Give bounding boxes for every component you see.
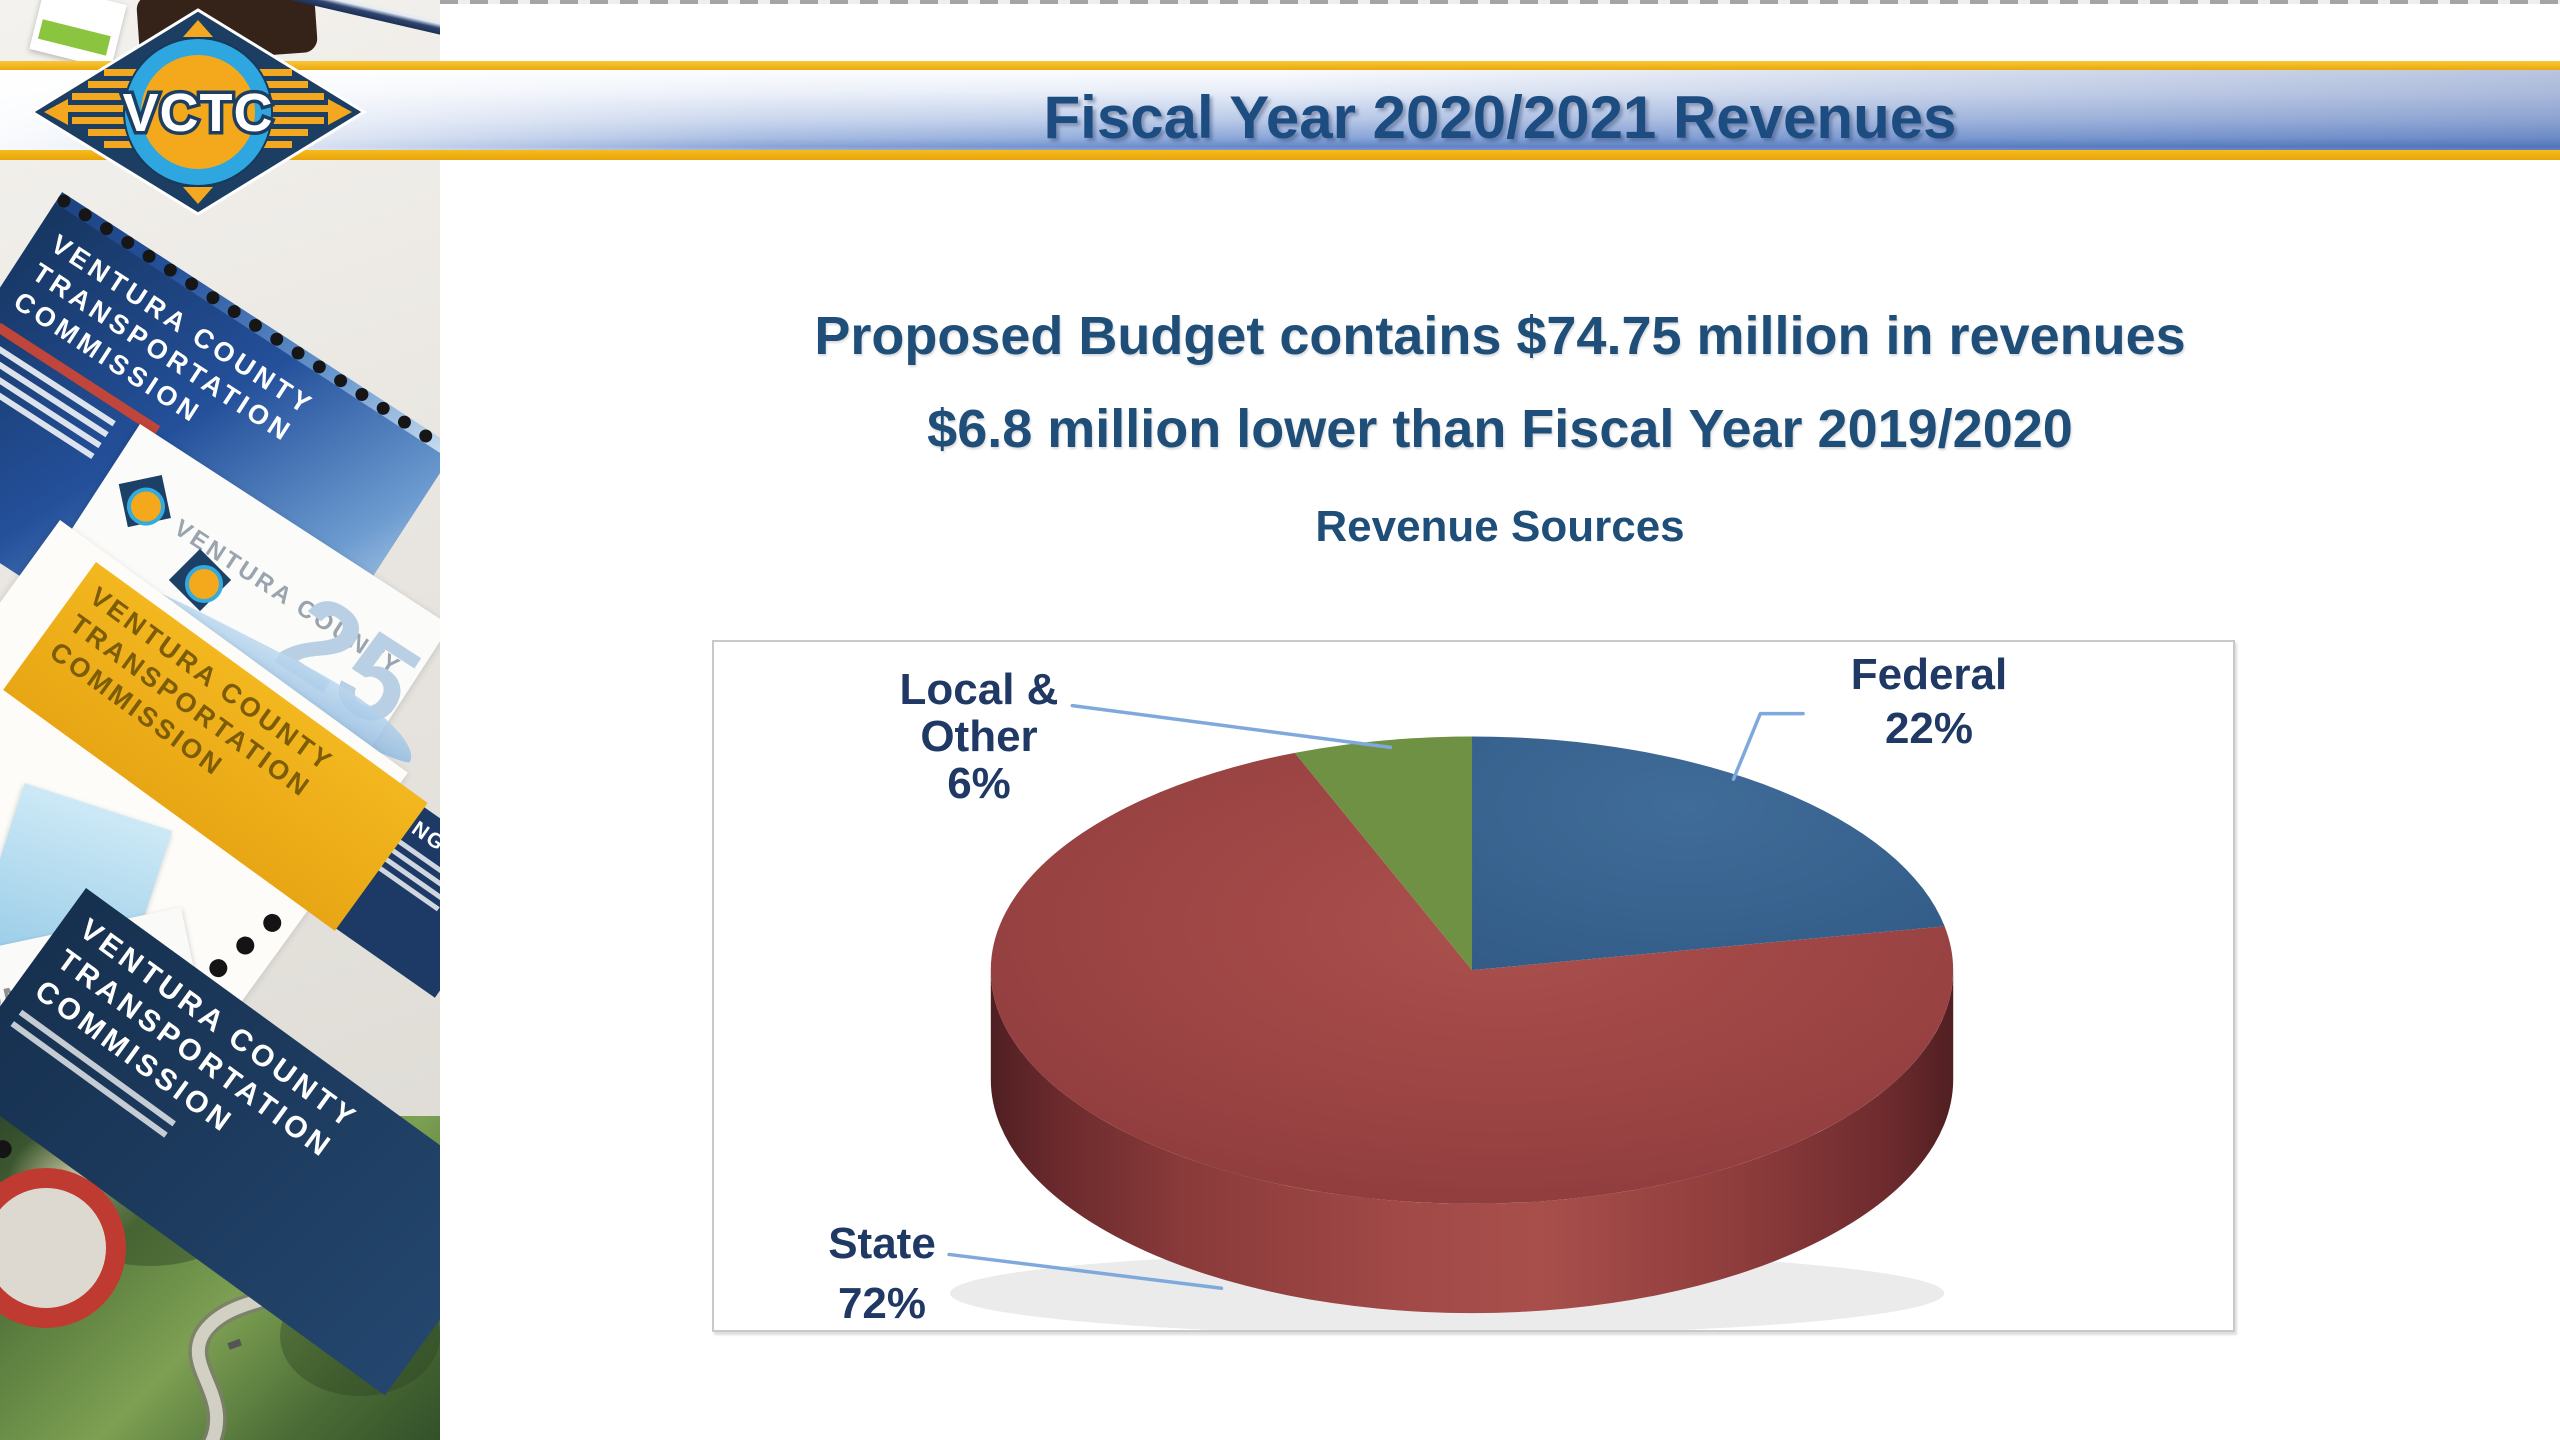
pie-slice-state — [990, 752, 1954, 1204]
vctc-logo-icon: VCTC — [26, 6, 370, 218]
pie-slice-local-other — [1294, 736, 1473, 971]
pie-rim-state — [990, 970, 1954, 1314]
header-yellow-rule-bottom — [0, 150, 2560, 160]
chart-heading: Revenue Sources — [1315, 502, 1685, 551]
logo-text: VCTC — [123, 83, 274, 143]
header-band — [0, 61, 2560, 160]
sidebar-photo-collage: VENTURA COUNTY TRANSPORTATION COMMISSION… — [0, 0, 440, 1440]
pie-3d-graphic — [947, 703, 1954, 1330]
subtitle-line1: Proposed Budget contains $74.75 million … — [814, 306, 2186, 366]
header-yellow-rule-top — [0, 61, 2560, 70]
callout-local-other: Local & Other 6% — [899, 665, 1059, 808]
leader-line-local — [1070, 703, 1393, 750]
vctc-mini-logo-icon — [168, 548, 232, 612]
pie-slice-federal — [1472, 736, 1945, 971]
page-title: Fiscal Year 2020/2021 Revenues — [1043, 84, 1957, 151]
video-artifact-strip — [440, 0, 2560, 4]
callout-federal: Federal 22% — [1850, 650, 2008, 753]
leader-line-federal — [1731, 711, 1805, 781]
revenue-pie-chart: Local & Other 6% Federal 22% State 72% — [712, 640, 2235, 1332]
subtitle-line2: $6.8 million lower than Fiscal Year 2019… — [927, 399, 2073, 459]
header-gradient-band — [0, 70, 2560, 150]
leader-line-state — [947, 1252, 1224, 1290]
callout-state: State 72% — [828, 1219, 936, 1328]
